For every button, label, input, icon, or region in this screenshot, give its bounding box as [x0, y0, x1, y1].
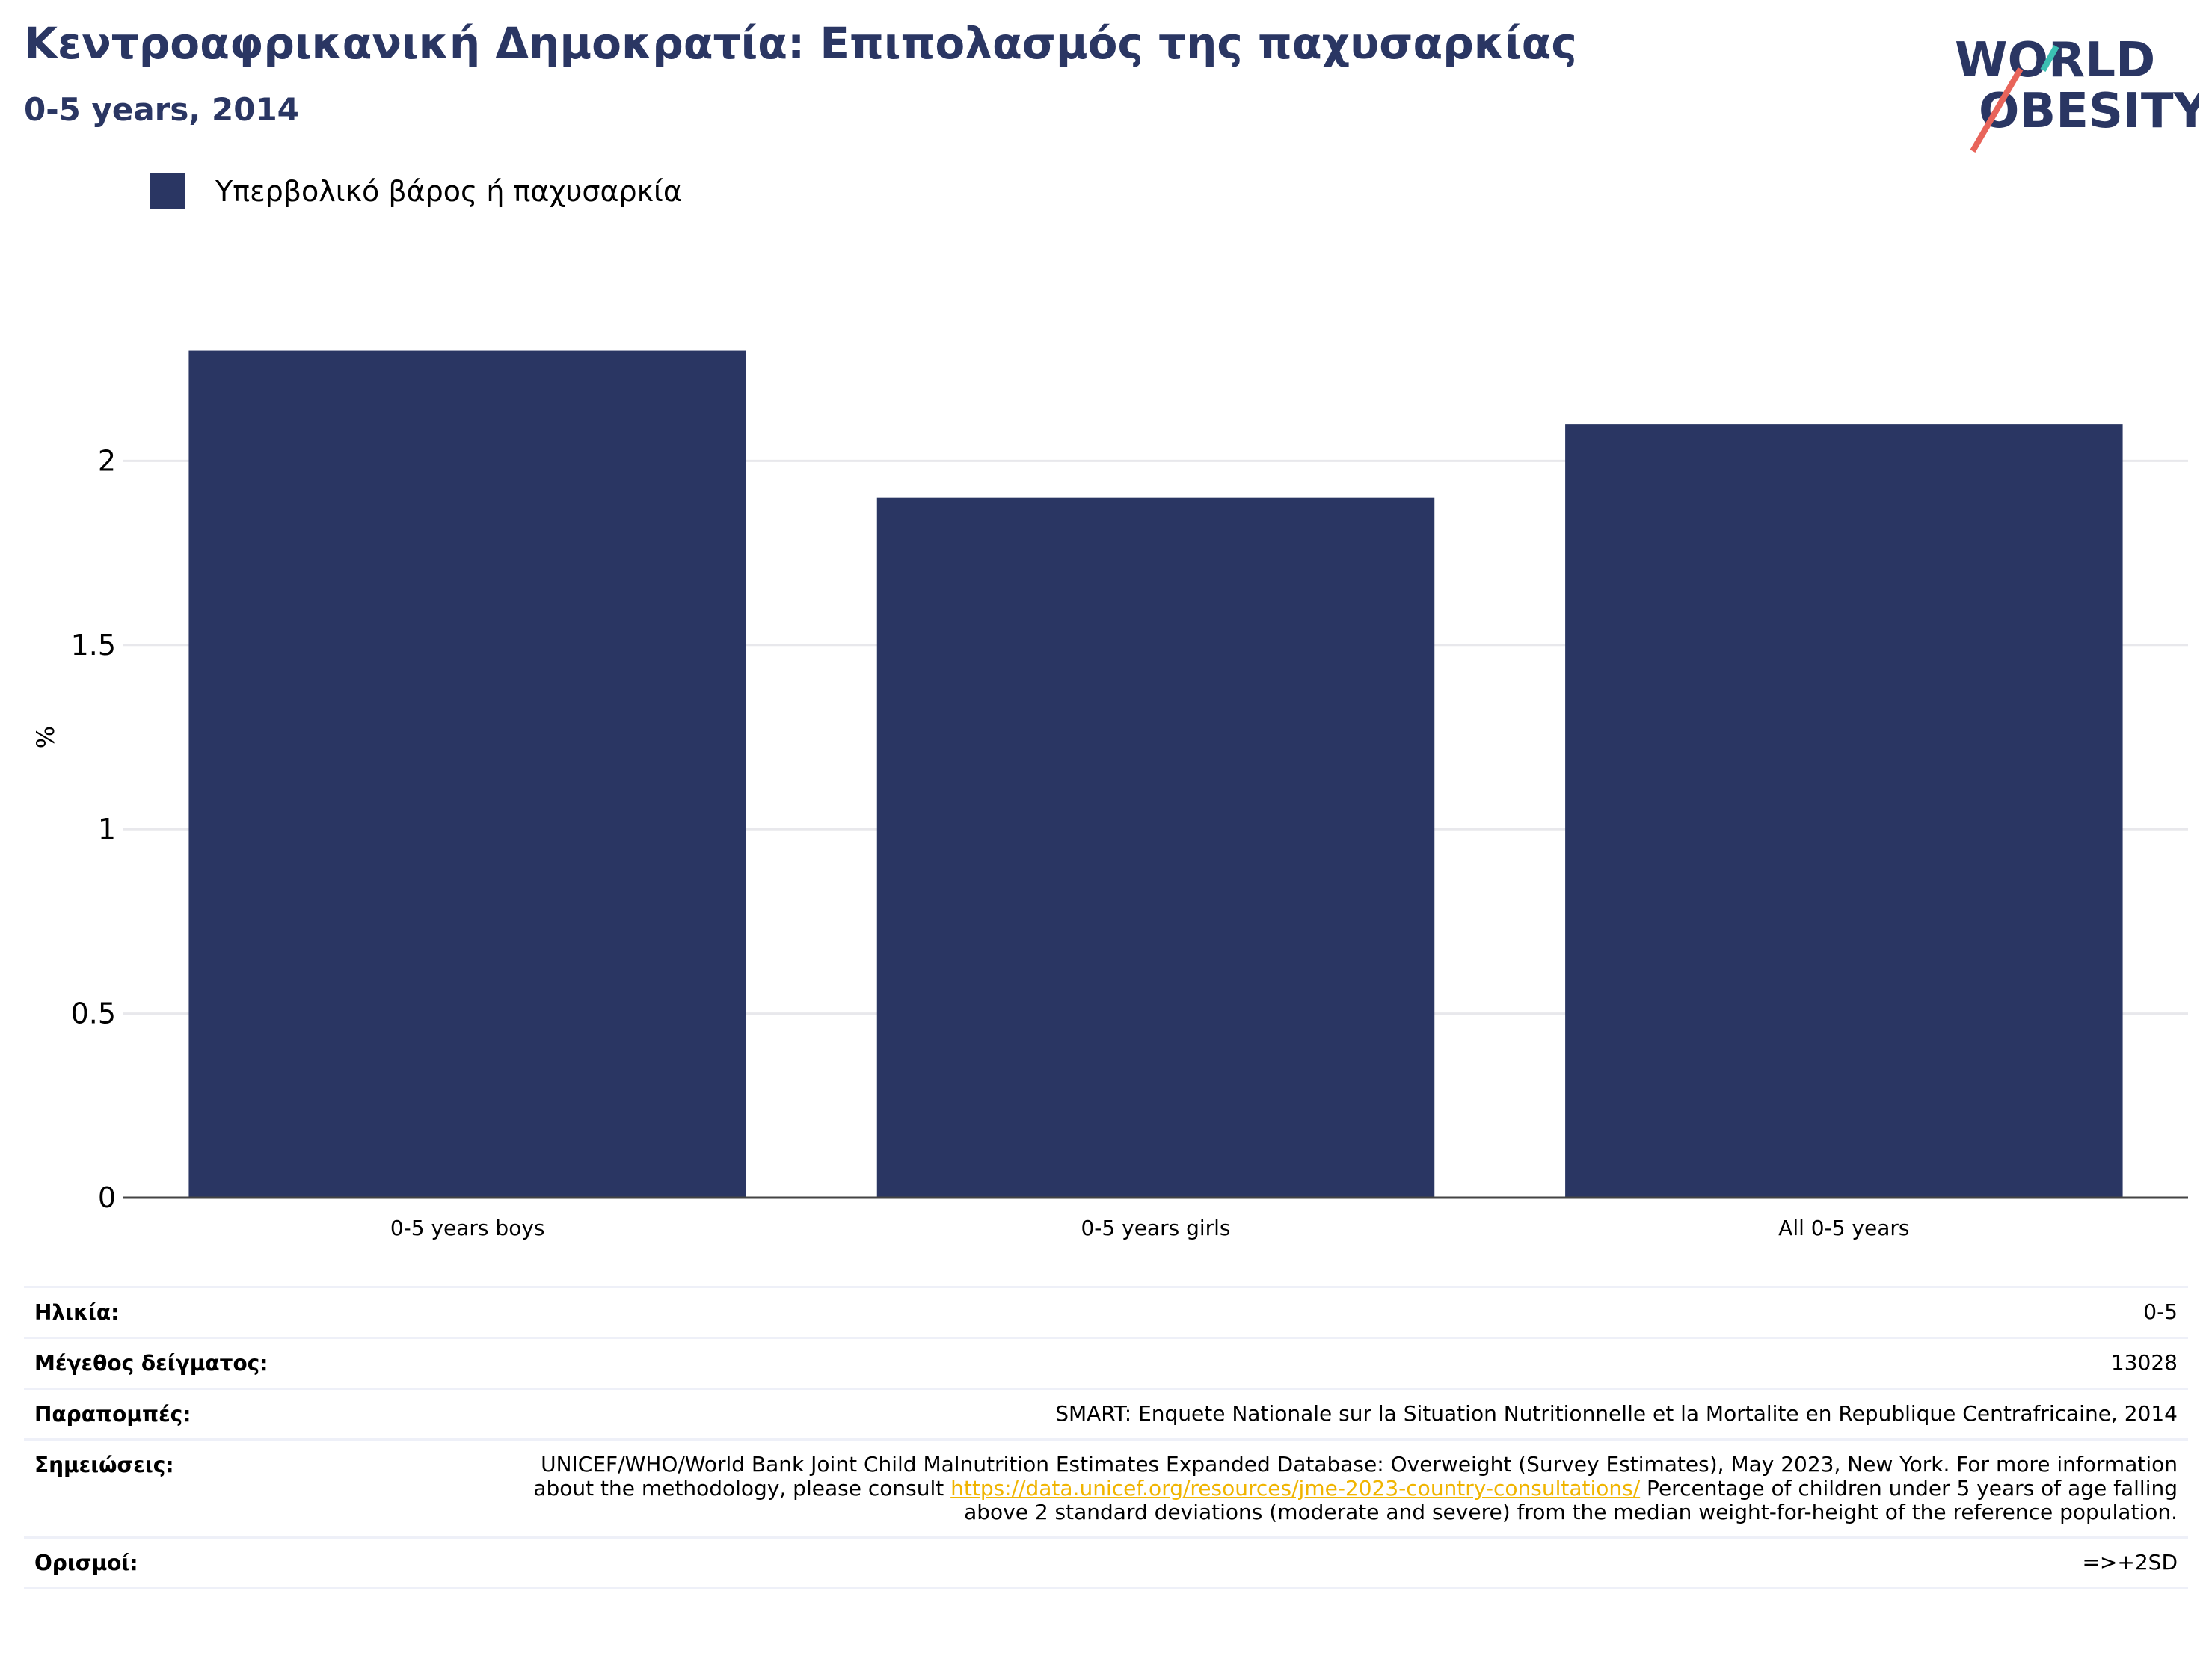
methodology-link[interactable]: https://data.unicef.org/resources/jme-20… — [950, 1476, 1641, 1501]
logo-text-obesity: OBESITY — [1979, 84, 2199, 139]
y-tick-label: 0.5 — [71, 997, 116, 1030]
legend-swatch — [150, 173, 185, 209]
bar-chart: 0 0.5 1 1.5 2% 0-5 years boys 0-5 years girls A… — [31, 350, 2188, 1240]
y-tick-label: 1.5 — [71, 629, 116, 662]
info-row-definitions: Ορισμοί: =>+2SD — [24, 1536, 2188, 1589]
info-row-sample-size: Μέγεθος δείγματος: 13028 — [24, 1337, 2188, 1389]
x-tick-label: All 0-5 years — [1778, 1216, 1909, 1240]
bar — [188, 350, 746, 1198]
y-axis-label: % — [31, 726, 60, 748]
references-value: SMART: Enquete Nationale sur la Situatio… — [494, 1388, 2188, 1440]
age-value: 0-5 — [494, 1286, 2188, 1338]
sample-size-label: Μέγεθος δείγματος: — [24, 1337, 494, 1389]
notes-label: Σημειώσεις: — [24, 1438, 494, 1538]
age-label: Ηλικία: — [24, 1286, 494, 1338]
world-obesity-logo: WORLD OBESITY — [1955, 33, 2199, 153]
y-tick-label: 0 — [98, 1181, 116, 1214]
info-row-references: Παραπομπές: SMART: Enquete Nationale sur… — [24, 1388, 2188, 1440]
page-title: Κεντροαφρικανική Δημοκρατία: Επιπολασμός… — [24, 18, 1577, 69]
notes-value: UNICEF/WHO/World Bank Joint Child Malnut… — [494, 1438, 2188, 1538]
info-table: Ηλικία: 0-5 Μέγεθος δείγματος: 13028 Παρ… — [24, 1286, 2188, 1589]
bar — [1565, 424, 2123, 1198]
logo-slash-teal-icon — [2040, 45, 2059, 72]
notes-text-after: Percentage of children under 5 years of … — [964, 1476, 2178, 1524]
references-label: Παραπομπές: — [24, 1388, 494, 1440]
info-row-age: Ηλικία: 0-5 — [24, 1286, 2188, 1338]
y-tick-label: 1 — [98, 813, 116, 846]
definitions-value: =>+2SD — [494, 1536, 2188, 1589]
y-tick-label: 2 — [98, 444, 116, 477]
chart-legend: Υπερβολικό βάρος ή παχυσαρκία — [150, 170, 682, 212]
info-row-notes: Σημειώσεις: UNICEF/WHO/World Bank Joint … — [24, 1438, 2188, 1538]
sample-size-value: 13028 — [494, 1337, 2188, 1389]
x-tick-label: 0-5 years girls — [1081, 1216, 1230, 1240]
definitions-label: Ορισμοί: — [24, 1536, 494, 1589]
page-subtitle: 0-5 years, 2014 — [24, 91, 299, 128]
bar — [876, 497, 1435, 1198]
x-tick-label: 0-5 years boys — [390, 1216, 545, 1240]
legend-label: Υπερβολικό βάρος ή παχυσαρκία — [215, 175, 682, 208]
logo-slash-coral-icon — [1970, 67, 2024, 153]
logo-text-world: WORLD — [1955, 33, 2155, 88]
notes-text-before: UNICEF/WHO/World Bank Joint Child Malnut… — [533, 1452, 2178, 1501]
